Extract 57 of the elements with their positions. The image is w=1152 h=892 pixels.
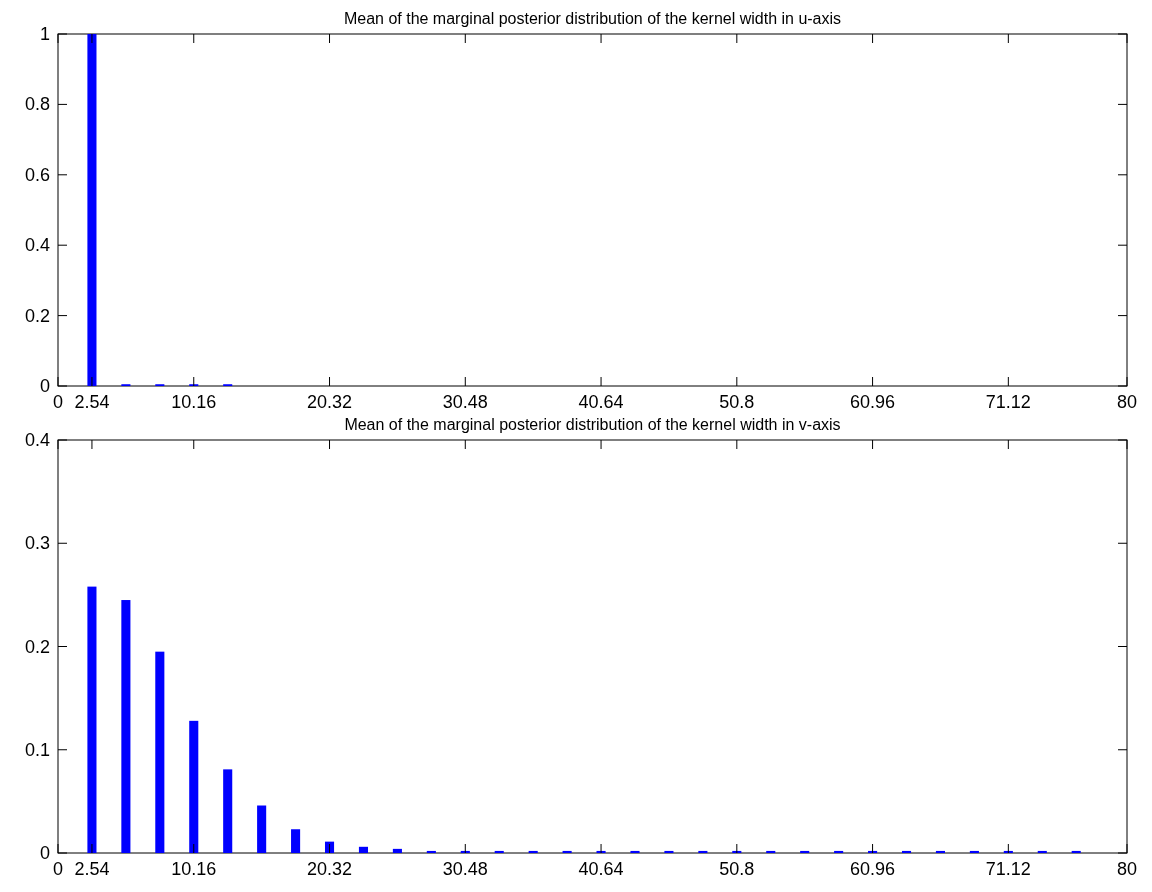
x-tick-label: 80 [1116, 859, 1138, 879]
y-tick-label: 0.2 [24, 305, 50, 326]
y-tick-label: 1 [39, 24, 50, 44]
x-tick-label: 30.48 [442, 859, 488, 879]
x-tick-label: 50.8 [719, 859, 755, 879]
y-tick-label: 0.3 [24, 533, 50, 554]
bar [664, 850, 674, 853]
bar [1071, 850, 1081, 853]
x-tick-label: 60.96 [850, 392, 896, 412]
bar [392, 848, 402, 853]
bar [698, 850, 708, 853]
bar [189, 720, 199, 853]
bar [358, 846, 369, 853]
x-tick-label: 2.54 [74, 392, 110, 412]
x-tick-label: 60.96 [850, 859, 896, 879]
bar [834, 850, 844, 853]
x-tick-label: 10.16 [171, 392, 217, 412]
bar [528, 850, 538, 853]
x-tick-label: 30.48 [442, 392, 488, 412]
y-tick-label: 0.4 [24, 430, 50, 450]
x-tick-label: 0 [52, 392, 64, 412]
bar [901, 850, 912, 853]
bar [630, 850, 640, 853]
x-tick-label: 80 [1116, 392, 1138, 412]
x-tick-label: 20.32 [307, 859, 353, 879]
bar [800, 850, 810, 853]
bar [935, 850, 945, 853]
chart-title: Mean of the marginal posterior distribution of the kernel width in v-axis [344, 416, 841, 433]
bar [969, 850, 979, 853]
bar [155, 651, 165, 853]
bar [257, 805, 267, 853]
x-tick-label: 0 [52, 859, 64, 879]
bar [121, 600, 131, 853]
y-tick-label: 0.6 [24, 164, 50, 185]
x-tick-label: 20.32 [307, 392, 353, 412]
bar [1037, 850, 1047, 853]
x-tick-label: 50.8 [719, 392, 755, 412]
bar [87, 586, 97, 853]
bar [426, 850, 436, 853]
x-tick-label: 10.16 [171, 859, 217, 879]
x-tick-label: 40.64 [578, 859, 624, 879]
y-tick-label: 0.8 [24, 94, 50, 115]
y-tick-label: 0.4 [24, 235, 50, 256]
bar [291, 829, 301, 853]
y-tick-label: 0.1 [24, 739, 50, 760]
x-tick-label: 71.12 [985, 859, 1031, 879]
bar [494, 850, 504, 853]
x-tick-label: 71.12 [985, 392, 1031, 412]
chart-title: Mean of the marginal posterior distribution of the kernel width in u-axis [343, 10, 842, 27]
y-tick-label: 0 [39, 843, 50, 863]
x-tick-label: 40.64 [578, 392, 624, 412]
y-tick-label: 0.2 [24, 636, 50, 657]
x-tick-label: 2.54 [74, 859, 110, 879]
bar [766, 850, 776, 853]
y-tick-label: 0 [39, 376, 50, 396]
bar [223, 769, 233, 853]
bar [562, 850, 572, 853]
